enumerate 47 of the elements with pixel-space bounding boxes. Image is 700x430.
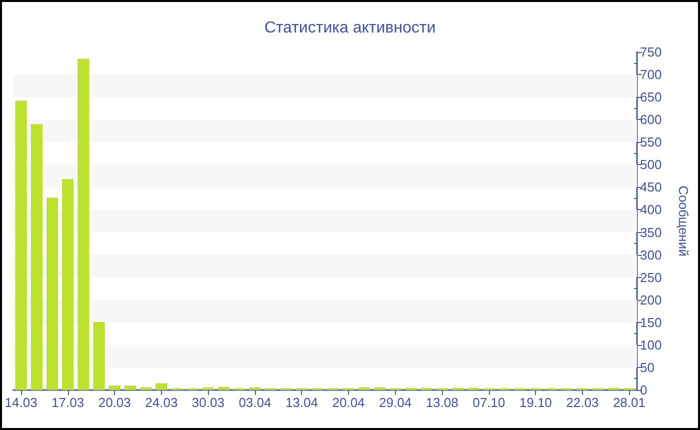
x-tick-label: 20.04 xyxy=(332,395,365,410)
bar xyxy=(358,387,370,390)
x-tick-label: 29.04 xyxy=(379,395,412,410)
bar xyxy=(108,385,120,390)
y-tick-label: 700 xyxy=(640,67,662,82)
y-tick-label: 50 xyxy=(640,360,654,375)
y-tick-label: 150 xyxy=(640,314,662,330)
x-tick-label: 30.03 xyxy=(192,395,224,410)
y-tick-label: 100 xyxy=(640,337,662,352)
x-tick-label: 20.03 xyxy=(98,395,131,410)
bar xyxy=(140,387,152,390)
y-tick-label: 600 xyxy=(640,112,662,128)
x-tick-label: 13.04 xyxy=(285,395,318,410)
x-tick-label: 24.03 xyxy=(145,395,178,410)
x-tick-label: 03.04 xyxy=(238,395,272,410)
y-tick-label: 550 xyxy=(640,134,662,150)
chart-title: Статистика активности xyxy=(264,20,436,36)
x-tick-label: 19.10 xyxy=(519,395,552,410)
bar xyxy=(202,387,214,390)
bar xyxy=(15,100,27,390)
x-tick-label: 13.08 xyxy=(426,395,458,410)
y-tick-label: 300 xyxy=(640,247,662,262)
bar xyxy=(374,387,386,390)
y-tick-label: 350 xyxy=(640,224,662,240)
y-tick-label: 250 xyxy=(640,270,662,285)
y-axis-title: Сообщений xyxy=(676,186,691,256)
bar xyxy=(156,383,168,390)
y-tick-label: 0 xyxy=(640,382,648,398)
y-tick-label: 200 xyxy=(640,292,662,308)
y-tick-label: 400 xyxy=(640,202,662,218)
bar xyxy=(30,124,43,390)
bar xyxy=(218,386,230,390)
x-tick-label: 07.10 xyxy=(472,395,506,410)
bar xyxy=(124,385,136,390)
x-tick-label: 28.01 xyxy=(612,395,646,410)
x-tick-label: 14.03 xyxy=(4,395,38,410)
bar xyxy=(78,58,90,390)
y-tick-label: 450 xyxy=(640,180,662,195)
x-tick-label: 22.03 xyxy=(566,395,599,410)
x-tick-label: 17.03 xyxy=(52,395,84,410)
y-tick-label: 500 xyxy=(640,157,662,172)
y-tick-label: 750 xyxy=(640,44,662,60)
bar xyxy=(93,322,105,390)
bar xyxy=(46,198,58,390)
y-tick-label: 650 xyxy=(640,90,662,105)
bar xyxy=(249,387,261,390)
bar xyxy=(62,179,74,390)
